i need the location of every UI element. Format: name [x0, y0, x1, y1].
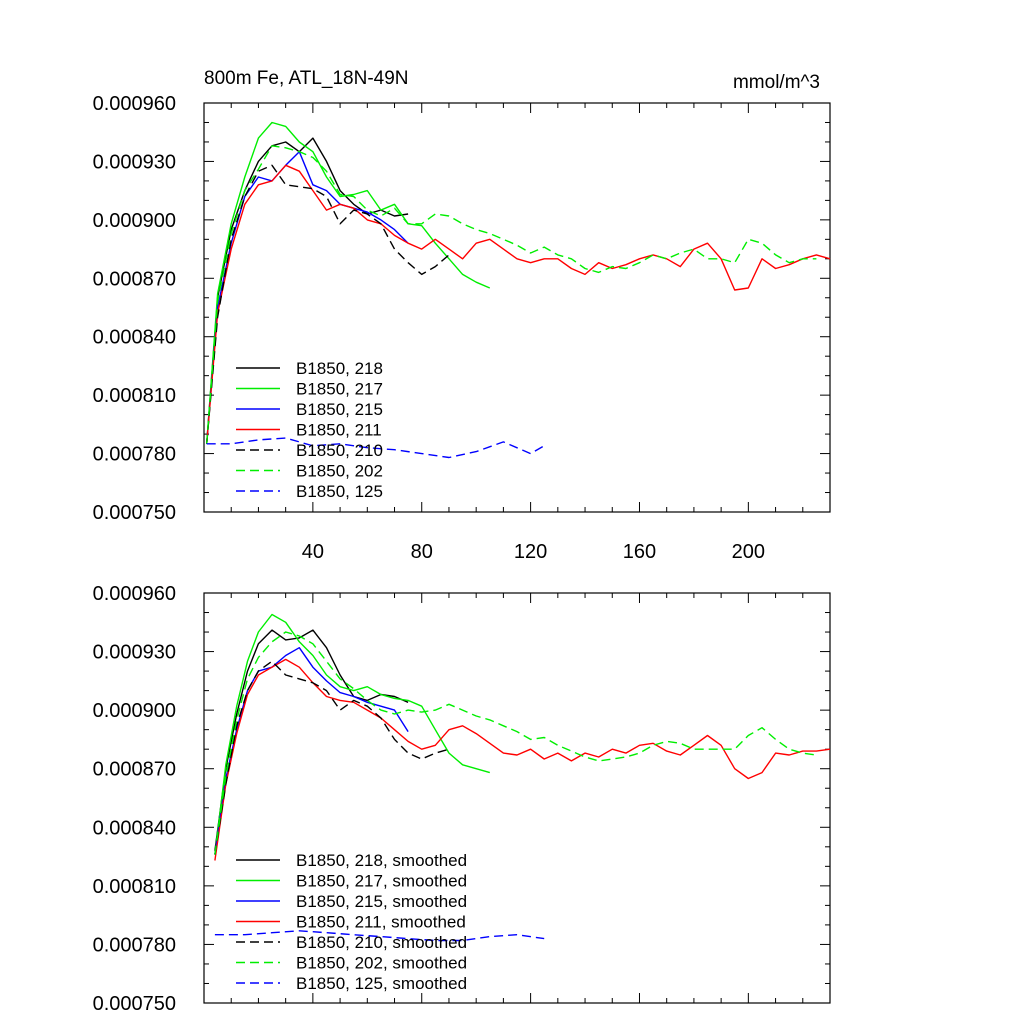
series-line-b1850-211-smoothed	[214, 658, 831, 861]
y-tick-label: 0.000960	[93, 93, 176, 115]
y-tick-label: 0.000780	[93, 444, 176, 466]
legend-label: B1850, 217	[296, 380, 383, 399]
legend-label: B1850, 211	[296, 421, 382, 440]
legend-label: B1850, 217, smoothed	[296, 872, 467, 891]
x-tick-label: 80	[411, 541, 433, 563]
panel-top: 0.000960 0.000930 0.000900 0.000870 0.000840…	[93, 93, 831, 563]
legend-label: B1850, 215	[296, 400, 383, 419]
series-line-b1850-218-smoothed	[214, 629, 409, 851]
legend-label: B1850, 211, smoothed	[296, 913, 466, 932]
y-tick-label: 0.000750	[93, 502, 176, 524]
x-tick-label: 200	[732, 541, 765, 563]
y-tick-label: 0.000900	[93, 210, 176, 232]
series-line-b1850-125	[206, 437, 545, 459]
plot-frame	[203, 102, 831, 513]
y-tick-label: 0.000870	[93, 268, 176, 290]
series-line-b1850-217	[206, 121, 491, 444]
y-tick-label: 0.000960	[93, 583, 176, 605]
y-tick-label: 0.000930	[93, 642, 176, 664]
legend-label: B1850, 210	[296, 441, 383, 460]
panel-bottom: 0.000960 0.000930 0.000900 0.000870 0.000840…	[93, 583, 831, 1015]
x-tick-label: 160	[623, 541, 656, 563]
y-tick-label: 0.000780	[93, 934, 176, 956]
legend-label: B1850, 210, smoothed	[296, 933, 467, 952]
y-tick-label: 0.000870	[93, 759, 176, 781]
x-tick-label: 40	[302, 541, 324, 563]
y-tick-label: 0.000810	[93, 385, 176, 407]
y-tick-label: 0.000900	[93, 700, 176, 722]
legend-label: B1850, 202	[296, 462, 383, 481]
legend-label: B1850, 125	[296, 482, 383, 501]
plot-frame	[203, 592, 831, 1004]
series-line-b1850-210	[206, 164, 450, 444]
series-line-b1850-202-smoothed	[214, 631, 817, 855]
series-line-b1850-217-smoothed	[214, 613, 490, 855]
y-tick-label: 0.000810	[93, 876, 176, 898]
legend-label: B1850, 218	[296, 359, 383, 378]
units-label: mmol/m^3	[733, 72, 820, 93]
legend-label: B1850, 125, smoothed	[296, 974, 467, 993]
series-line-b1850-202	[206, 145, 817, 444]
series-line-b1850-211	[206, 164, 831, 444]
y-tick-label: 0.000930	[93, 151, 176, 173]
y-tick-label: 0.000750	[93, 993, 176, 1015]
plot-title: 800m Fe, ATL_18N-49N	[204, 68, 409, 89]
series-line-b1850-210-smoothed	[214, 660, 450, 855]
series-line-b1850-125-smoothed	[214, 930, 545, 942]
legend-label: B1850, 202, smoothed	[296, 954, 467, 973]
legend-label: B1850, 215, smoothed	[296, 892, 467, 911]
y-tick-label: 0.000840	[93, 817, 176, 839]
series-line-b1850-218	[206, 137, 409, 444]
x-tick-label: 120	[514, 541, 547, 563]
y-tick-label: 0.000840	[93, 327, 176, 349]
legend-label: B1850, 218, smoothed	[296, 851, 467, 870]
